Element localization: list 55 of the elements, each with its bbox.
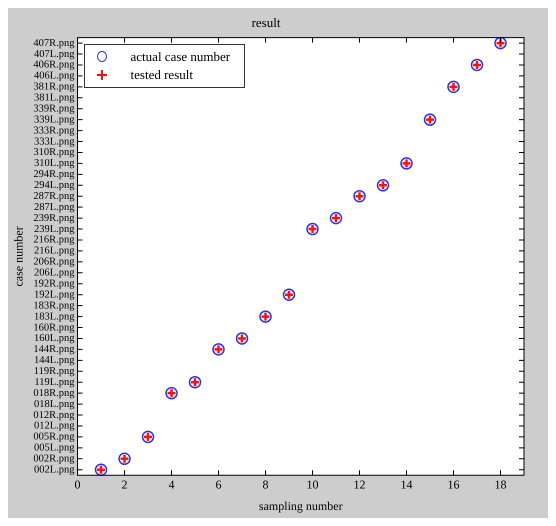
y-tick-label: 005L.png — [34, 442, 76, 454]
y-tick-label: 407L.png — [34, 48, 76, 60]
y-tick-label: 287L.png — [34, 202, 76, 213]
y-tick-label: 119L.png — [34, 376, 76, 388]
x-tick-label: 18 — [494, 478, 506, 492]
x-tick-label: 8 — [262, 478, 269, 492]
y-tick-label: 119R.png — [34, 366, 76, 378]
y-tick-label: 339R.png — [33, 103, 76, 114]
y-tick-label: 018R.png — [33, 388, 76, 399]
y-tick-label: 183R.png — [33, 300, 76, 312]
x-tick-label: 16 — [448, 478, 460, 492]
y-tick-label: 144L.png — [34, 355, 76, 366]
x-tick-label: 12 — [354, 478, 366, 492]
y-tick-label: 287R.png — [33, 190, 76, 202]
y-tick-label: 005R.png — [33, 432, 76, 443]
y-tick-label: 294L.png — [34, 180, 76, 192]
y-tick-label: 012R.png — [33, 410, 76, 421]
y-tick-label: 381R.png — [33, 82, 76, 93]
y-tick-label: 144R.png — [33, 344, 76, 356]
y-tick-label: 192L.png — [34, 289, 76, 300]
x-tick-label: 10 — [306, 478, 319, 492]
y-tick-label: 160L.png — [34, 333, 76, 344]
y-tick-label: 294R.png — [33, 169, 76, 180]
x-tick-label: 2 — [122, 478, 128, 492]
legend-label: tested result — [130, 66, 193, 84]
y-tick-label: 239L.png — [34, 224, 76, 235]
y-tick-label: 310L.png — [34, 158, 76, 170]
y-tick-label: 002L.png — [34, 464, 76, 476]
y-tick-label: 002R.png — [33, 454, 76, 465]
y-tick-label: 339L.png — [34, 114, 76, 126]
x-tick-label: 14 — [400, 478, 413, 492]
y-tick-label: 216R.png — [33, 234, 76, 246]
y-tick-label: 206L.png — [34, 268, 76, 279]
y-tick-label: 012L.png — [34, 420, 76, 432]
chart-title: result — [252, 15, 281, 30]
legend-label: actual case number — [130, 48, 230, 66]
y-tick-label: 183L.png — [34, 311, 76, 322]
x-tick-label: 0 — [74, 478, 81, 492]
y-tick-label: 333L.png — [34, 136, 76, 148]
y-tick-label: 406L.png — [34, 70, 76, 82]
y-tick-label: 160R.png — [33, 322, 76, 334]
y-tick-label: 216L.png — [34, 246, 76, 257]
y-tick-label: 206R.png — [33, 256, 76, 268]
y-axis-title: case number — [11, 226, 26, 287]
y-tick-label: 018L.png — [34, 398, 76, 410]
y-tick-label: 407R.png — [33, 38, 76, 49]
y-tick-label: 239R.png — [33, 212, 76, 224]
y-tick-label: 310R.png — [33, 147, 76, 158]
x-tick-label: 6 — [216, 478, 222, 492]
y-tick-label: 406R.png — [33, 60, 76, 71]
y-tick-label: 381L.png — [34, 92, 76, 104]
x-axis-title: sampling number — [258, 498, 343, 513]
x-tick-label: 4 — [168, 478, 175, 492]
y-tick-label: 192R.png — [33, 278, 76, 290]
y-tick-label: 333R.png — [33, 125, 76, 136]
